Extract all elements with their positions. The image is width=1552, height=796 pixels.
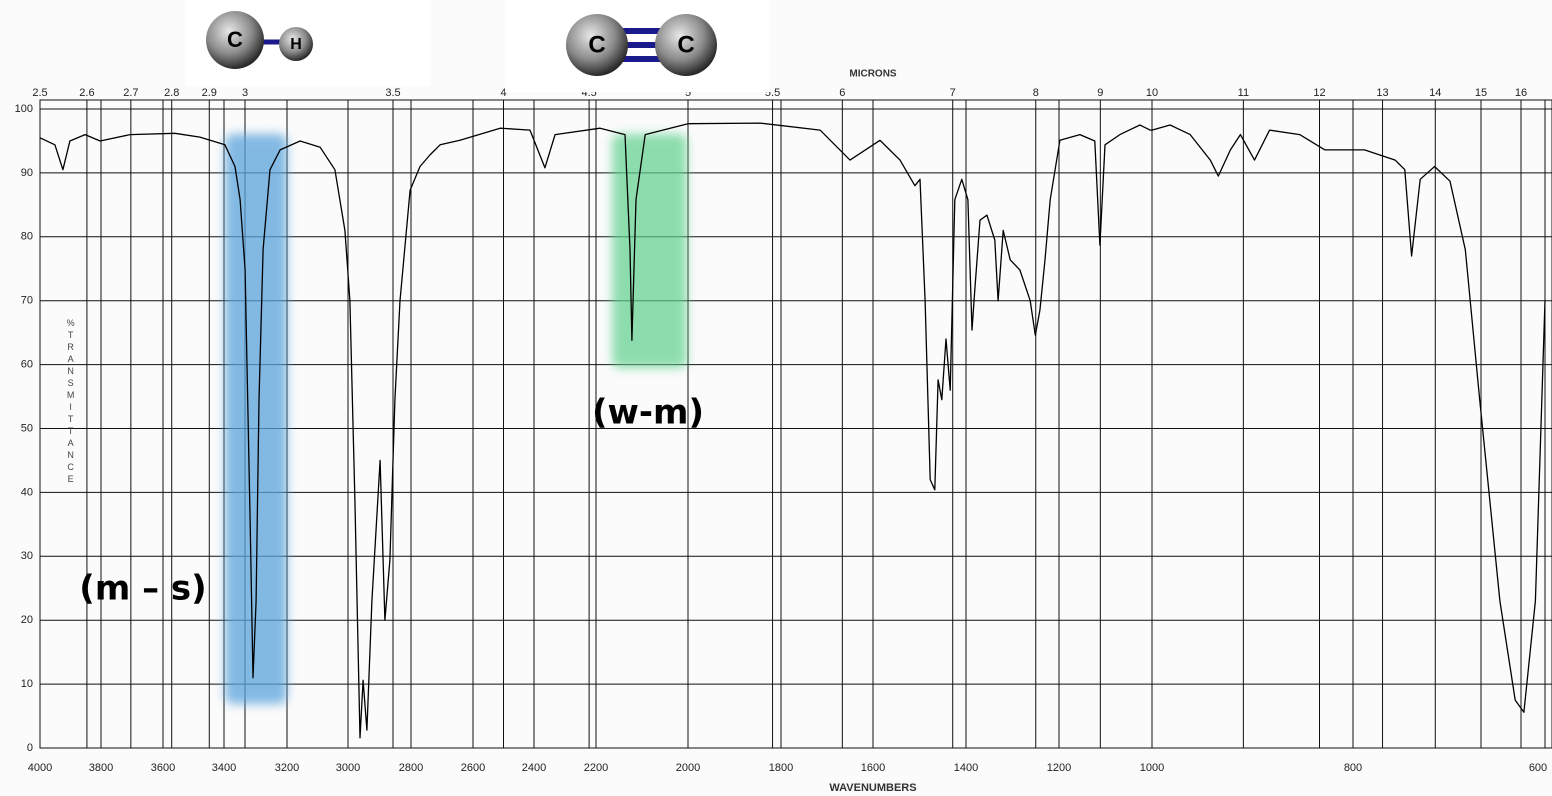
y-tick-label: 60 [21,359,33,371]
plot [39,122,1546,739]
x-tick-label: 3800 [89,762,113,774]
y-tick-label: 10 [21,678,33,690]
y-tick-label: 90 [21,167,33,179]
x-tick-label: 1800 [769,762,793,774]
x-tick-label: 1000 [1140,762,1164,774]
atom-label: C [227,27,243,52]
y-tick-label: 100 [15,103,33,115]
annotation: (m – s) [79,569,206,609]
y-tick-label: 30 [21,550,33,562]
x2-tick-label: 3 [242,87,248,99]
x2-tick-label: 2.6 [79,87,94,99]
x-tick-label: 4000 [28,762,52,774]
x2-tick-label: 3.5 [385,87,400,99]
x2-tick-label: 5 [685,87,691,99]
x-tick-label: 2800 [399,762,423,774]
y-tick-label: 50 [21,422,33,434]
x-tick-label: 3400 [212,762,236,774]
x-tick-label: 3600 [151,762,175,774]
ch-molecule: C H [185,0,430,86]
atom [279,27,313,61]
x-tick-label: 1400 [954,762,978,774]
x-tick-label: 1600 [861,762,885,774]
x2-tick-label: 2.9 [202,87,217,99]
spectrum-line [39,122,1546,739]
atom-label: C [588,31,605,58]
y-tick-label: 0 [27,742,33,754]
x2-tick-label: 8 [1033,87,1039,99]
x-axis-title: WAVENUMBERS [829,782,916,794]
x2-tick-label: 16 [1515,87,1527,99]
x-tick-label: 800 [1344,762,1362,774]
x2-tick-label: 11 [1238,87,1249,99]
x-tick-label: 2600 [461,762,485,774]
atom [566,14,628,76]
y-tick-label: 40 [21,486,33,498]
atom [206,11,264,69]
y-tick-label: 20 [21,614,33,626]
x2-axis-title: MICRONS [849,69,897,80]
x2-tick-label: 15 [1475,87,1487,99]
x2-tick-label: 10 [1146,87,1158,99]
x-tick-label: 3200 [275,762,299,774]
ch-highlight [225,134,287,704]
x2-tick-label: 6 [839,87,845,99]
x2-tick-label: 2.5 [32,87,47,99]
atom [655,14,717,76]
x2-tick-label: 4 [500,87,506,99]
y-axis-title: %TRANSMITTANCE [66,318,76,486]
x2-tick-label: 7 [950,87,956,99]
x2-tick-label: 14 [1429,87,1441,99]
atom-label: H [290,36,302,53]
x2-tick-label: 9 [1097,87,1103,99]
atom-label: C [677,31,694,58]
y-tick-label: 70 [21,295,33,307]
x-tick-label: 600 [1529,762,1547,774]
cc-molecule: C C [505,0,770,92]
cc-highlight [612,134,687,368]
x-tick-label: 3000 [336,762,360,774]
x-tick-label: 2200 [584,762,608,774]
annotation: (w-m) [592,393,704,433]
x-tick-label: 1200 [1047,762,1071,774]
x2-tick-label: 2.8 [164,87,179,99]
x2-tick-label: 12 [1313,87,1325,99]
y-tick-label: 80 [21,231,33,243]
x-tick-label: 2000 [676,762,700,774]
x2-tick-label: 13 [1376,87,1388,99]
x2-tick-label: 2.7 [123,87,138,99]
x-tick-label: 2400 [522,762,546,774]
